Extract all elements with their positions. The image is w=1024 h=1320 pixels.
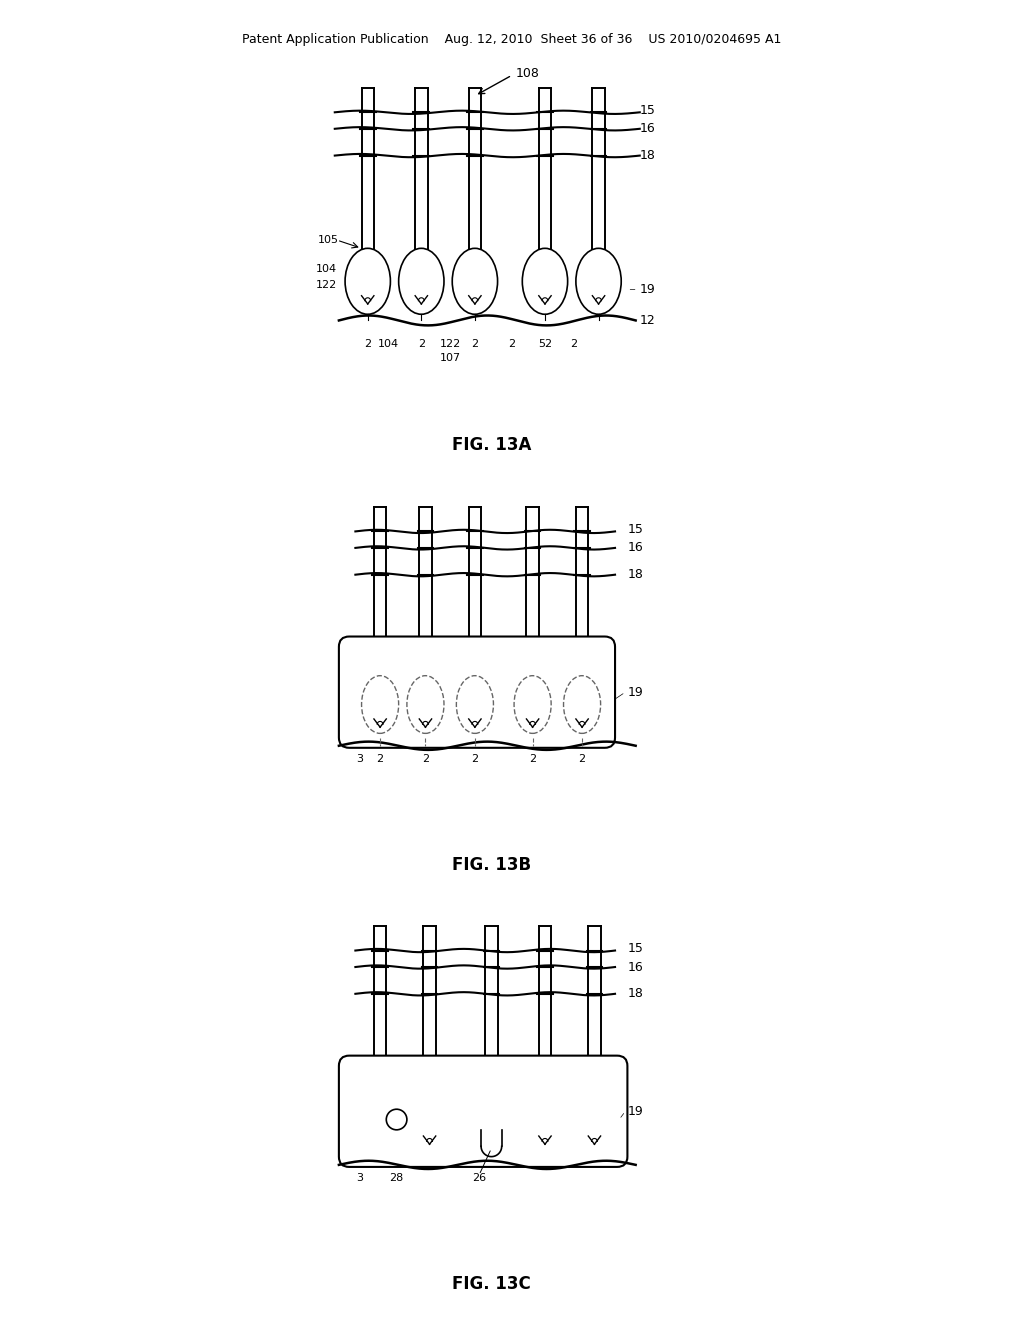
Text: 2: 2 [471, 339, 478, 348]
Text: 28: 28 [389, 1173, 403, 1183]
FancyBboxPatch shape [339, 636, 615, 748]
Text: 16: 16 [628, 961, 643, 974]
Text: 2: 2 [418, 339, 425, 348]
Text: 108: 108 [516, 66, 540, 79]
Text: 2: 2 [377, 754, 384, 764]
Text: 2: 2 [365, 339, 372, 348]
FancyBboxPatch shape [339, 1056, 628, 1167]
Text: 15: 15 [628, 942, 643, 954]
Text: FIG. 13A: FIG. 13A [452, 437, 531, 454]
Ellipse shape [522, 248, 567, 314]
Text: 105: 105 [318, 235, 339, 246]
Text: 15: 15 [628, 523, 643, 536]
Text: 19: 19 [640, 282, 655, 296]
Text: 104: 104 [378, 339, 399, 348]
Text: 2: 2 [422, 754, 429, 764]
Text: 52: 52 [538, 339, 552, 348]
Text: 122: 122 [439, 339, 461, 348]
Text: 26: 26 [472, 1173, 486, 1183]
Text: 18: 18 [628, 987, 643, 1001]
Text: 2: 2 [471, 754, 478, 764]
Text: 15: 15 [640, 104, 655, 116]
Ellipse shape [575, 248, 622, 314]
Text: 3: 3 [356, 1173, 362, 1183]
Text: 122: 122 [316, 280, 338, 290]
Text: 16: 16 [628, 541, 643, 554]
Text: Patent Application Publication    Aug. 12, 2010  Sheet 36 of 36    US 2010/02046: Patent Application Publication Aug. 12, … [243, 33, 781, 46]
Ellipse shape [453, 248, 498, 314]
Text: 104: 104 [316, 264, 337, 275]
Text: 107: 107 [439, 354, 461, 363]
Text: 19: 19 [628, 685, 643, 698]
Ellipse shape [398, 248, 444, 314]
Text: 12: 12 [640, 314, 655, 327]
Text: 16: 16 [640, 123, 655, 135]
Text: 2: 2 [570, 339, 578, 348]
Text: 18: 18 [640, 149, 655, 162]
Text: 19: 19 [628, 1105, 643, 1118]
Text: 2: 2 [509, 339, 515, 348]
Text: FIG. 13B: FIG. 13B [452, 855, 531, 874]
Text: 2: 2 [529, 754, 537, 764]
Text: 2: 2 [579, 754, 586, 764]
Text: 18: 18 [628, 568, 643, 581]
Text: FIG. 13C: FIG. 13C [452, 1275, 530, 1292]
Ellipse shape [345, 248, 390, 314]
Text: 3: 3 [356, 754, 362, 764]
